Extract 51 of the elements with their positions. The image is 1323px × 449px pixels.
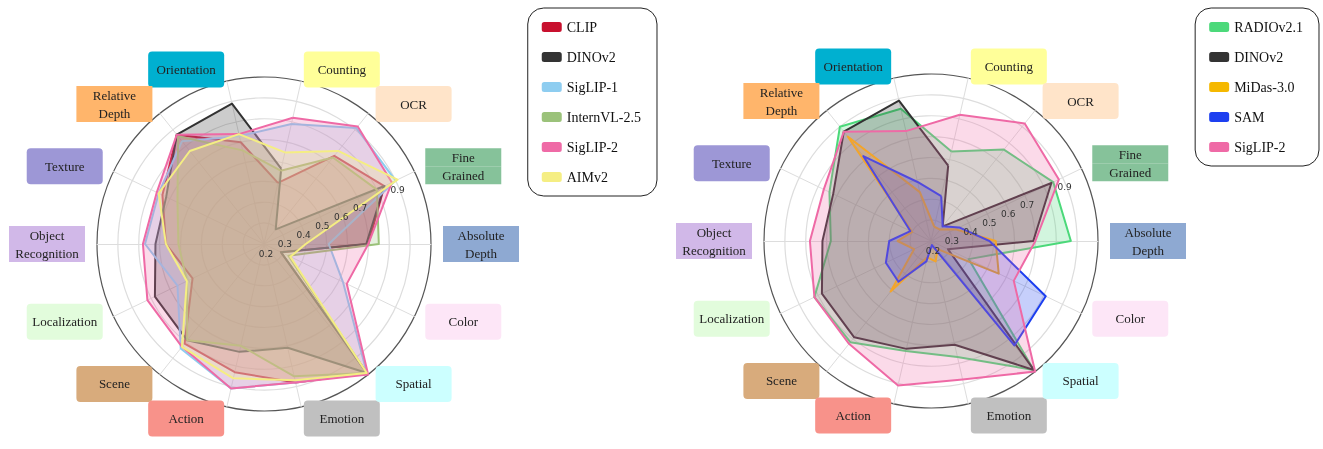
- legend-label: SigLIP-2: [566, 139, 619, 155]
- spoke-label: Fine Grained: [1109, 146, 1152, 180]
- y-tick-label: 0.5: [315, 221, 330, 232]
- spoke-label: Action: [168, 411, 205, 427]
- legend-label: SigLIP-1: [566, 79, 619, 95]
- spoke-label: Counting: [317, 61, 367, 77]
- legend-label: SigLIP-2: [1234, 139, 1286, 155]
- legend-label: DINOv2: [566, 49, 616, 65]
- spoke-label: OCR: [400, 96, 428, 112]
- legend-label: InternVL-2.5: [566, 109, 642, 125]
- spoke-label: Absolute Depth: [1124, 224, 1172, 258]
- spoke-label: Fine Grained: [442, 149, 485, 183]
- y-tick-label: 0.7: [1019, 200, 1035, 211]
- spoke-label: OCR: [1067, 93, 1095, 109]
- legend-label: MiDas-3.0: [1234, 79, 1295, 95]
- legend-label: SAM: [1234, 109, 1266, 125]
- y-tick-label: 0.3: [944, 236, 959, 247]
- spoke-label: Relative Depth: [92, 87, 137, 121]
- spoke-label: Texture: [711, 155, 752, 171]
- legend-label: AIMv2: [566, 169, 608, 185]
- spoke-label: Localization: [699, 311, 765, 327]
- spoke-label: Action: [835, 408, 872, 424]
- spoke-label: Scene: [98, 376, 131, 392]
- spoke-label: Orientation: [156, 61, 217, 77]
- spoke-label: Color: [448, 314, 479, 330]
- y-tick-label: 0.9: [1057, 182, 1073, 193]
- y-tick-label: 0.3: [277, 239, 292, 250]
- spoke-label: Spatial: [395, 376, 433, 392]
- spoke-label: Object Recognition: [15, 227, 80, 261]
- legend-label: CLIP: [566, 19, 598, 35]
- y-tick-label: 0.4: [296, 230, 312, 241]
- spoke-label: Counting: [984, 58, 1034, 74]
- spoke-label: Absolute Depth: [457, 227, 505, 261]
- spoke-label: Emotion: [319, 411, 365, 427]
- spoke-label: Localization: [32, 314, 98, 330]
- y-tick-label: 0.6: [1001, 209, 1016, 220]
- y-tick-label: 0.6: [334, 212, 349, 223]
- spoke-label: Relative Depth: [759, 84, 804, 118]
- spoke-label: Texture: [44, 158, 85, 174]
- legend-label: RADIOv2.1: [1234, 19, 1304, 35]
- y-tick-label: 0.7: [352, 203, 368, 214]
- y-tick-label: 0.2: [258, 248, 274, 259]
- y-tick-label: 0.9: [390, 185, 406, 196]
- spoke-label: Object Recognition: [682, 224, 747, 258]
- spoke-label: Orientation: [823, 58, 884, 74]
- spoke-label: Spatial: [1062, 373, 1100, 389]
- y-tick-label: 0.5: [982, 218, 997, 229]
- spoke-label: Emotion: [986, 408, 1032, 424]
- spoke-label: Scene: [765, 373, 798, 389]
- legend-label: DINOv2: [1234, 49, 1284, 65]
- spoke-label: Color: [1115, 311, 1146, 327]
